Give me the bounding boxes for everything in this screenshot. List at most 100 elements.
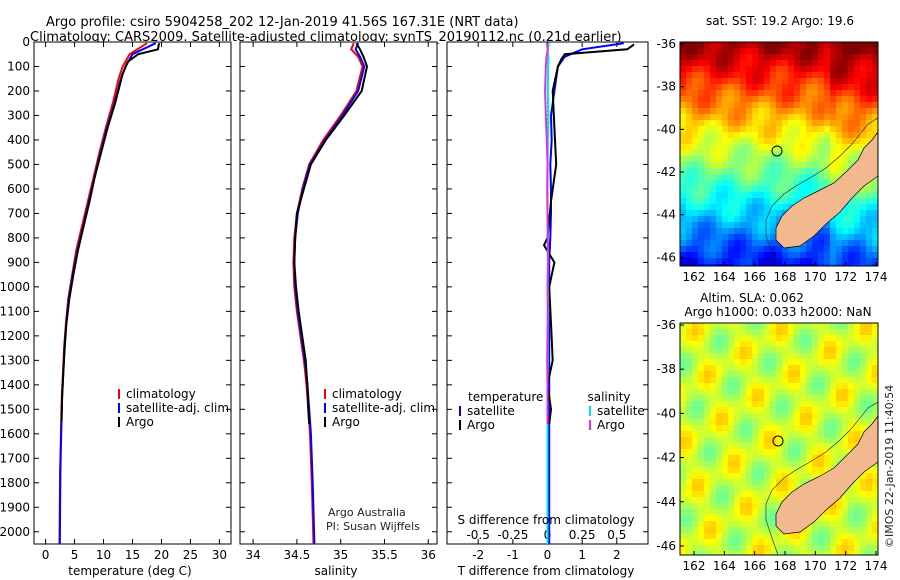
map-pixel bbox=[842, 72, 848, 78]
depth-tick-label: 200 bbox=[7, 84, 30, 98]
map-pixel bbox=[746, 539, 752, 545]
map-pixel bbox=[740, 383, 746, 389]
map-pixel bbox=[686, 168, 692, 174]
map-pixel bbox=[860, 365, 866, 371]
map-pixel bbox=[842, 449, 848, 455]
map-pixel bbox=[716, 365, 722, 371]
map-pixel bbox=[806, 551, 812, 555]
map-pixel bbox=[818, 120, 824, 126]
map-pixel bbox=[788, 377, 794, 383]
map-pixel bbox=[854, 359, 860, 365]
map-pixel bbox=[746, 210, 752, 216]
map-pixel bbox=[764, 347, 770, 353]
map-pixel bbox=[824, 54, 830, 60]
map-pixel bbox=[782, 138, 788, 144]
map-pixel bbox=[770, 222, 776, 228]
map-pixel bbox=[872, 180, 878, 186]
map-pixel bbox=[698, 485, 704, 491]
map-pixel bbox=[770, 467, 776, 473]
map-pixel bbox=[776, 533, 782, 539]
map-pixel bbox=[848, 383, 854, 389]
map-pixel bbox=[842, 210, 848, 216]
map-pixel bbox=[788, 443, 794, 449]
map-pixel bbox=[716, 162, 722, 168]
map-pixel bbox=[716, 473, 722, 479]
map-pixel bbox=[710, 54, 716, 60]
map-pixel bbox=[698, 252, 704, 258]
map-pixel bbox=[782, 407, 788, 413]
map-pixel bbox=[746, 467, 752, 473]
map-pixel bbox=[872, 48, 878, 54]
map-pixel bbox=[812, 138, 818, 144]
map-pixel bbox=[812, 258, 818, 264]
map-pixel bbox=[800, 539, 806, 545]
map-pixel bbox=[860, 144, 866, 150]
map-pixel bbox=[836, 234, 842, 240]
map-pixel bbox=[836, 102, 842, 108]
bathymetry-contour bbox=[765, 117, 878, 266]
map-pixel bbox=[800, 335, 806, 341]
map-pixel bbox=[872, 371, 878, 377]
map-pixel bbox=[746, 150, 752, 156]
map-pixel bbox=[728, 210, 734, 216]
map-pixel bbox=[698, 527, 704, 533]
map-pixel bbox=[740, 545, 746, 551]
map-pixel bbox=[746, 120, 752, 126]
map-pixel bbox=[734, 150, 740, 156]
map-pixel bbox=[782, 455, 788, 461]
map-pixel bbox=[848, 204, 854, 210]
map-pixel bbox=[788, 150, 794, 156]
map-pixel bbox=[704, 515, 710, 521]
map-pixel bbox=[842, 509, 848, 515]
map-pixel bbox=[740, 48, 746, 54]
map-pixel bbox=[854, 413, 860, 419]
map-pixel bbox=[764, 503, 770, 509]
map-pixel bbox=[752, 54, 758, 60]
map-pixel bbox=[698, 479, 704, 485]
map-pixel bbox=[722, 365, 728, 371]
map-pixel bbox=[788, 174, 794, 180]
map-pixel bbox=[692, 234, 698, 240]
map-pixel bbox=[812, 521, 818, 527]
map-pixel bbox=[722, 192, 728, 198]
salinity-panel: 34 34.5 35 35.5 36 salinity climatologysatel… bbox=[239, 41, 439, 578]
map-pixel bbox=[698, 359, 704, 365]
map-pixel bbox=[710, 114, 716, 120]
map-pixel bbox=[758, 216, 764, 222]
map-pixel bbox=[860, 228, 866, 234]
map-pixel bbox=[728, 78, 734, 84]
map-pixel bbox=[692, 425, 698, 431]
map-pixel bbox=[740, 156, 746, 162]
map-pixel bbox=[692, 473, 698, 479]
map-pixel bbox=[842, 96, 848, 102]
map-pixel bbox=[848, 407, 854, 413]
map-pixel bbox=[788, 72, 794, 78]
map-pixel bbox=[752, 138, 758, 144]
map-pixel bbox=[866, 228, 872, 234]
map-pixel bbox=[872, 413, 878, 419]
map-pixel bbox=[830, 162, 836, 168]
map-pixel bbox=[830, 156, 836, 162]
map-pixel bbox=[728, 192, 734, 198]
map-pixel bbox=[764, 413, 770, 419]
map-pixel bbox=[776, 90, 782, 96]
map-pixel bbox=[806, 132, 812, 138]
map-pixel bbox=[764, 497, 770, 503]
map-pixel bbox=[770, 102, 776, 108]
map-pixel bbox=[848, 539, 854, 545]
map-pixel bbox=[752, 425, 758, 431]
map-pixel bbox=[704, 204, 710, 210]
map-pixel bbox=[698, 467, 704, 473]
map-pixel bbox=[800, 407, 806, 413]
map-pixel bbox=[680, 162, 686, 168]
map-pixel bbox=[764, 48, 770, 54]
map-pixel bbox=[722, 90, 728, 96]
map-pixel bbox=[692, 437, 698, 443]
map-pixel bbox=[794, 377, 800, 383]
map-pixel bbox=[728, 102, 734, 108]
map-pixel bbox=[704, 48, 710, 54]
map-pixel bbox=[728, 84, 734, 90]
map-pixel bbox=[722, 42, 728, 48]
map-pixel bbox=[800, 60, 806, 66]
map-pixel bbox=[746, 365, 752, 371]
